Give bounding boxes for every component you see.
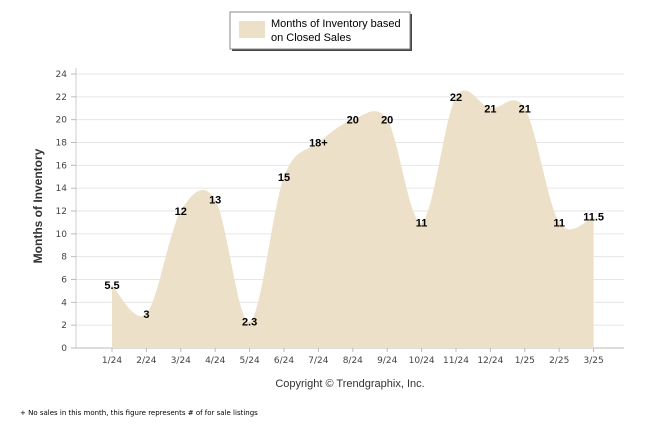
y-tick-label: 12 — [56, 207, 67, 217]
series-area-fill — [112, 90, 594, 348]
x-axis-ticks: 1/24 2/24 3/24 4/24 5/24 6/24 7/24 8/24 9/24 10/2… — [102, 348, 604, 366]
y-tick-label: 0 — [61, 344, 67, 354]
legend: Months of Inventory based on Closed Sale… — [229, 11, 412, 51]
y-tick-label: 24 — [56, 70, 68, 80]
y-tick-label: 2 — [61, 321, 67, 331]
x-tick-label: 7/24 — [308, 356, 328, 366]
data-label: 22 — [450, 92, 462, 104]
data-label: 11 — [553, 217, 565, 229]
x-tick-label: 1/24 — [102, 356, 122, 366]
data-label: 11.5 — [583, 212, 604, 224]
data-label: 3 — [143, 309, 149, 321]
y-tick-label: 20 — [56, 116, 68, 126]
x-tick-label: 1/25 — [515, 356, 535, 366]
y-tick-label: 8 — [61, 253, 67, 263]
y-axis-label: Months of Inventory — [31, 148, 45, 263]
data-label: 13 — [209, 195, 221, 207]
y-tick-label: 6 — [61, 276, 67, 286]
y-tick-label: 16 — [56, 161, 68, 171]
y-tick-label: 10 — [56, 230, 68, 240]
data-labels: 5.5 3 12 13 2.3 15 18+ 20 20 11 22 21 21 11 11.5 — [104, 92, 604, 329]
x-tick-label: 6/24 — [274, 356, 294, 366]
x-tick-label: 12/24 — [477, 356, 503, 366]
data-label: 11 — [416, 217, 428, 229]
x-tick-label: 3/24 — [171, 356, 191, 366]
series-area — [112, 90, 594, 348]
data-label: 5.5 — [104, 280, 119, 292]
legend-swatch — [239, 21, 265, 38]
copyright-text: Copyright © Trendgraphix, Inc. — [275, 378, 424, 390]
data-label: 18+ — [309, 138, 328, 150]
y-tick-label: 14 — [56, 184, 68, 194]
data-label: 20 — [381, 115, 393, 127]
x-tick-label: 9/24 — [377, 356, 397, 366]
y-tick-label: 22 — [56, 93, 67, 103]
data-label: 21 — [484, 103, 496, 115]
data-label: 20 — [347, 115, 359, 127]
legend-label-line2: on Closed Sales — [271, 32, 352, 44]
footnote-text: + No sales in this month, this figure re… — [20, 409, 258, 417]
data-label: 12 — [175, 206, 187, 218]
x-tick-label: 8/24 — [343, 356, 363, 366]
y-tick-label: 4 — [61, 298, 67, 308]
x-tick-label: 4/24 — [205, 356, 225, 366]
x-tick-label: 11/24 — [443, 356, 469, 366]
x-tick-label: 2/25 — [549, 356, 569, 366]
y-tick-label: 18 — [56, 139, 68, 149]
legend-label-line1: Months of Inventory based — [271, 18, 401, 30]
data-label: 21 — [519, 103, 531, 115]
x-tick-label: 10/24 — [409, 356, 435, 366]
data-label: 15 — [278, 172, 290, 184]
x-tick-label: 2/24 — [136, 356, 156, 366]
x-tick-label: 5/24 — [239, 356, 259, 366]
x-tick-label: 3/25 — [583, 356, 603, 366]
data-label: 2.3 — [242, 317, 257, 329]
